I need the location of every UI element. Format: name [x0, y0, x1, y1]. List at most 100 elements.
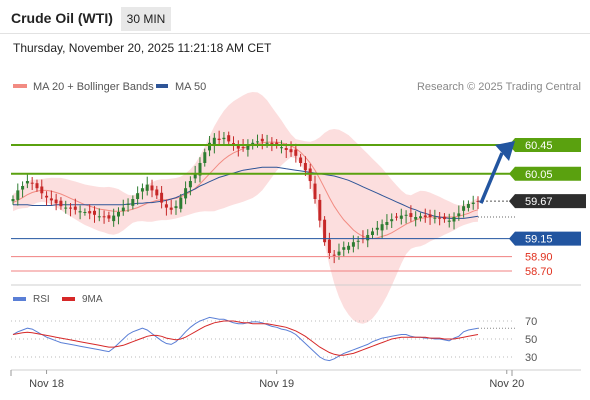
candle	[150, 179, 154, 198]
candle	[160, 186, 164, 209]
resistance-tag-label: 60.05	[525, 169, 553, 181]
candle	[155, 185, 159, 199]
current-price-tag-label: 59.67	[525, 196, 553, 208]
resistance-tag-label: 60.45	[525, 140, 553, 152]
candle-body	[241, 146, 245, 148]
candle-body	[236, 145, 240, 149]
candle-body	[21, 186, 25, 190]
candle-body	[327, 239, 331, 253]
candle-body	[188, 181, 192, 188]
rsi-gridlines: 70 50 30	[11, 316, 537, 364]
candle-body	[471, 202, 475, 204]
candle	[395, 213, 398, 221]
candle	[21, 181, 25, 198]
candle-body	[174, 206, 178, 209]
candle-body	[40, 186, 44, 194]
candle	[275, 139, 279, 149]
candle-body	[347, 245, 351, 250]
timestamp: Thursday, November 20, 2025 11:21:18 AM …	[13, 41, 272, 55]
candle-body	[246, 145, 250, 150]
candle	[35, 179, 39, 192]
candle-body	[332, 254, 336, 256]
candle	[131, 195, 135, 210]
resistance-tag: 60.45	[509, 138, 581, 152]
candle-body	[390, 219, 394, 222]
legend-swatch-9ma	[62, 297, 75, 301]
support-tag: 59.15	[509, 231, 581, 246]
candle	[409, 205, 413, 222]
candle	[289, 141, 293, 157]
candle-body	[54, 199, 58, 204]
candle	[327, 232, 331, 259]
candle	[117, 207, 120, 225]
candle	[16, 183, 20, 206]
legend-label-ma50: MA 50	[175, 81, 206, 93]
candles	[11, 130, 480, 264]
timeframe-button[interactable]: 30 MIN	[121, 7, 171, 31]
legend-label-9ma: 9MA	[82, 294, 103, 305]
candle	[184, 181, 188, 205]
candle-body	[88, 211, 92, 214]
bollinger-bands	[13, 92, 478, 324]
candle-body	[447, 220, 451, 222]
candle-body	[164, 204, 168, 208]
candle	[442, 213, 446, 223]
candle	[198, 157, 202, 183]
credit-label: Research © 2025 Trading Central	[417, 81, 581, 93]
candle	[236, 140, 240, 157]
candle-body	[107, 215, 111, 219]
candle	[342, 241, 346, 257]
time-tick-label: Nov 19	[259, 378, 294, 390]
current-price-tag: 59.67	[509, 194, 586, 209]
candle	[212, 133, 216, 154]
forecast-arrow-head	[495, 141, 515, 161]
candle	[69, 203, 72, 217]
candle	[174, 200, 178, 215]
candle-body	[375, 227, 379, 230]
candle	[112, 208, 116, 227]
candle-body	[351, 242, 355, 247]
candle-body	[93, 210, 96, 215]
candle-body	[399, 215, 403, 219]
candle	[164, 199, 168, 216]
candle-body	[438, 217, 442, 219]
candle	[466, 200, 470, 212]
candle	[423, 208, 427, 223]
candle-body	[222, 137, 226, 140]
candle	[169, 199, 173, 215]
resistance-tag: 60.05	[509, 166, 581, 181]
candle	[222, 132, 226, 146]
candle	[25, 173, 29, 189]
candle	[40, 179, 44, 199]
rsi-line	[12, 316, 479, 362]
candle-body	[179, 197, 183, 209]
candle-body	[275, 142, 279, 145]
current-price-tag-bg	[509, 194, 586, 209]
resistance-tag-bg	[509, 166, 581, 181]
candle	[11, 195, 15, 205]
candle-body	[452, 217, 456, 222]
candle-body	[145, 184, 149, 191]
candle	[93, 206, 96, 223]
candle	[136, 186, 140, 205]
candle-body	[112, 215, 116, 222]
candle-body	[270, 142, 274, 145]
candle-body	[198, 163, 202, 176]
candle-body	[323, 219, 327, 243]
candle	[73, 198, 77, 215]
candle-body	[203, 152, 207, 163]
candle	[380, 219, 384, 239]
candle-body	[35, 183, 39, 189]
bollinger-band-area	[13, 92, 478, 324]
candle-body	[289, 149, 293, 153]
candle-body	[428, 214, 432, 217]
candle-body	[212, 137, 216, 146]
candle-body	[217, 138, 221, 140]
candle-body	[265, 142, 269, 144]
candle-body	[208, 142, 211, 151]
candle-body	[30, 182, 34, 184]
candle-body	[409, 213, 413, 217]
candle-body	[414, 217, 418, 220]
